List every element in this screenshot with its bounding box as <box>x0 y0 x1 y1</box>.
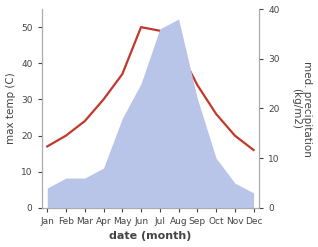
X-axis label: date (month): date (month) <box>109 231 192 242</box>
Y-axis label: med. precipitation
(kg/m2): med. precipitation (kg/m2) <box>291 61 313 156</box>
Y-axis label: max temp (C): max temp (C) <box>5 73 16 144</box>
